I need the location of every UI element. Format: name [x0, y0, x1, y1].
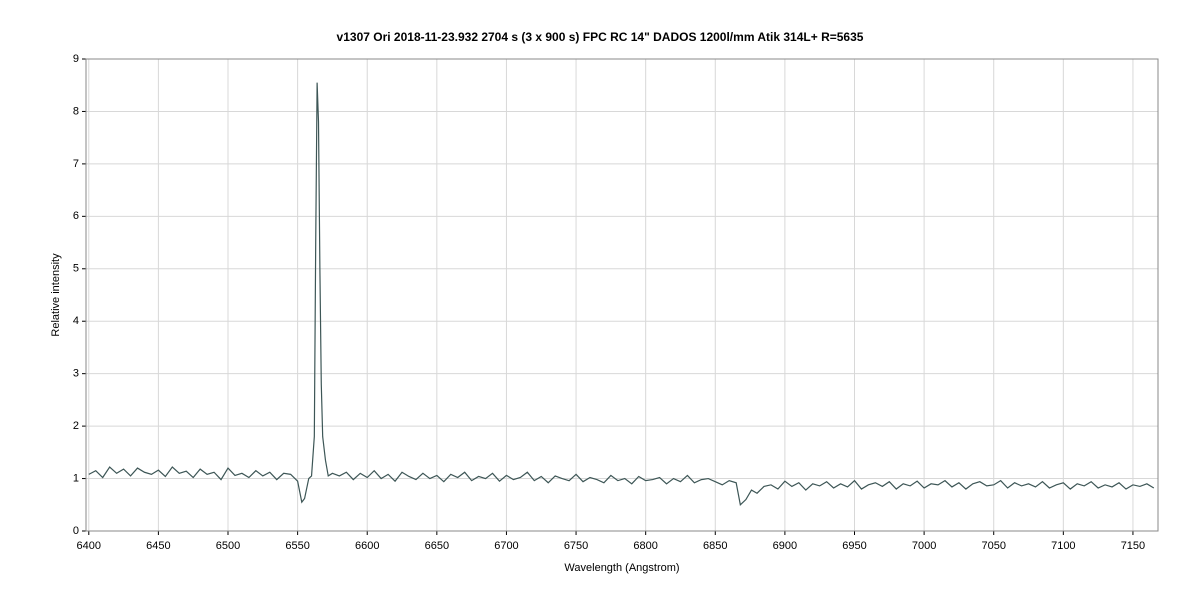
x-tick-label: 6500 [216, 540, 240, 552]
x-tick-label: 6750 [564, 540, 588, 552]
plot-frame [85, 58, 1159, 532]
x-tick-label: 6700 [494, 540, 518, 552]
x-tick-label: 6650 [425, 540, 449, 552]
y-tick-label: 2 [73, 420, 79, 432]
x-tick-label: 7100 [1051, 540, 1075, 552]
x-tick-label: 6800 [633, 540, 657, 552]
x-tick-label: 6550 [285, 540, 309, 552]
y-tick-label: 3 [73, 368, 79, 380]
x-tick-label: 7150 [1121, 540, 1145, 552]
x-tick-label: 6400 [77, 540, 101, 552]
y-tick-label: 7 [73, 158, 79, 170]
y-tick-label: 4 [73, 315, 79, 327]
x-tick-label: 7050 [981, 540, 1005, 552]
x-axis-label: Wavelength (Angstrom) [564, 562, 679, 574]
y-tick-label: 0 [73, 525, 79, 537]
x-tick-label: 6850 [703, 540, 727, 552]
chart-title: v1307 Ori 2018-11-23.932 2704 s (3 x 900… [337, 30, 864, 44]
y-tick-label: 6 [73, 210, 79, 222]
x-tick-label: 6950 [842, 540, 866, 552]
y-axis-label: Relative intensity [50, 253, 62, 337]
y-tick-label: 1 [73, 472, 79, 484]
x-tick-label: 6900 [773, 540, 797, 552]
y-tick-label: 5 [73, 263, 79, 275]
x-tick-label: 6450 [146, 540, 170, 552]
spectrum-line [88, 82, 1155, 506]
y-tick-label: 8 [73, 105, 79, 117]
x-tick-label: 7000 [912, 540, 936, 552]
y-tick-label: 9 [73, 53, 79, 65]
x-tick-label: 6600 [355, 540, 379, 552]
